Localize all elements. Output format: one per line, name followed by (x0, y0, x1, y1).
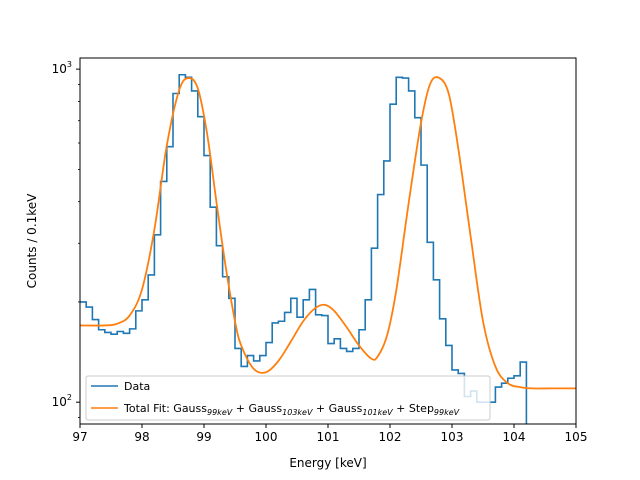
y-axis-label: Counts / 0.1keV (25, 193, 39, 289)
legend-fit-component: Gauss (329, 402, 363, 415)
legend-fit-component: Gauss (173, 402, 207, 415)
legend: Data Total Fit: Gauss99keV + Gauss103keV… (85, 375, 491, 421)
x-tick-label: 99 (196, 430, 211, 444)
legend-data-label: Data (124, 380, 150, 393)
x-tick-label: 102 (379, 430, 402, 444)
x-tick-label: 100 (255, 430, 278, 444)
legend-box (85, 375, 491, 421)
x-axis-label: Energy [keV] (289, 456, 366, 470)
x-tick-label: 98 (134, 430, 149, 444)
series-layer (80, 73, 576, 424)
x-tick-label: 104 (503, 430, 526, 444)
x-axis: 97 98 99 100 101 102 103 104 105 (72, 424, 587, 444)
x-tick-label: 101 (317, 430, 340, 444)
data-series-line (80, 73, 528, 424)
legend-fit-component: Gauss (248, 402, 282, 415)
legend-fit-component: Step (409, 402, 434, 415)
fit-series-line (80, 76, 576, 390)
x-tick-label: 97 (72, 430, 87, 444)
x-tick-label: 105 (565, 430, 588, 444)
x-tick-label: 103 (441, 430, 464, 444)
